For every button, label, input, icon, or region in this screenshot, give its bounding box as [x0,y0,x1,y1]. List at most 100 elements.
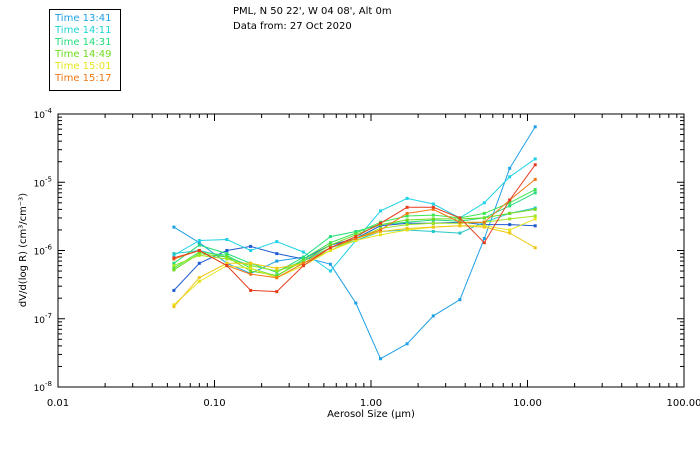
data-point [172,261,176,265]
data-point [354,230,358,233]
data-point [482,237,486,240]
data-point [197,241,201,245]
data-point [533,246,537,250]
data-point [379,233,382,237]
data-point [172,253,176,257]
data-point [249,261,253,265]
data-point [431,221,435,225]
data-point [225,252,229,256]
data-point [301,255,305,259]
series-line [173,164,536,293]
x-tick-label: 0.10 [203,398,225,409]
data-point [197,280,201,284]
data-point [533,217,537,221]
data-point [301,259,305,263]
data-point [482,225,486,229]
legend: Time 13:41 Time 14:11 Time 14:31 Time 14… [49,9,121,91]
data-point [379,357,382,361]
data-point [275,252,279,256]
data-point [354,235,358,239]
data-point [172,305,176,309]
series [172,163,537,294]
data-point [405,211,409,215]
data-point [379,228,382,232]
data-point [533,214,537,218]
data-point [301,261,305,265]
data-point [508,211,512,215]
data-point [508,166,512,170]
data-point [405,223,409,227]
data-point [328,262,332,266]
data-point [328,249,332,252]
station-title: PML, N 50 22', W 04 08', Alt 0m [233,6,392,17]
data-point [431,217,435,221]
data-point [225,261,229,265]
x-tick-label: 10.00 [513,398,542,409]
data-point [405,196,409,200]
data-point [172,266,176,270]
data-point [508,228,512,232]
series-layer [172,125,537,361]
data-point [379,221,382,225]
data-point [533,163,537,167]
data-point [328,269,332,273]
data-point [172,303,176,307]
data-point [172,268,176,272]
data-point [405,205,409,209]
data-point [197,252,201,256]
x-axis: 0.01 0.10 1.00 10.00 100.00 [47,114,700,409]
data-point [431,225,435,229]
data-point [172,288,176,292]
data-point [405,218,409,222]
data-point [482,211,486,215]
data-point [354,233,358,237]
data-point [197,249,201,252]
data-point [508,204,512,208]
data-point [301,250,305,254]
data-point [225,264,229,268]
data-point [508,217,512,221]
data-point [431,314,435,318]
data-point [197,243,201,247]
data-point [405,220,409,224]
data-point [458,298,462,302]
data-point [482,216,486,220]
data-point [458,231,462,235]
data-point [197,253,201,257]
data-point [172,225,176,229]
data-point [508,223,512,227]
data-point [405,342,409,346]
y-axis-label: dV/d(log R) (cm³/cm⁻³) [18,193,29,307]
data-point [275,240,279,244]
y-tick-label: 10-6 [34,244,53,258]
data-point [431,213,435,217]
data-point [533,157,537,161]
data-point [301,264,305,268]
data-point [354,231,358,235]
data-point [405,227,409,230]
legend-entry-1431: Time 14:31 [55,37,112,48]
y-tick-label: 10-7 [34,312,52,326]
date-line: Data from: 27 Oct 2020 [233,21,352,32]
data-point [172,256,176,260]
data-point [249,244,253,248]
data-point [458,224,462,228]
data-point [533,207,537,211]
data-point [354,237,358,240]
x-axis-label: Aerosol Size (µm) [327,409,415,420]
x-tick-label: 1.00 [360,398,382,409]
data-point [431,230,435,233]
legend-entry-1501: Time 15:01 [55,61,112,72]
legend-entry-1411: Time 14:11 [55,25,112,36]
data-point [533,177,537,181]
data-point [275,266,279,270]
data-point [249,269,253,273]
data-point [508,175,512,179]
data-point [275,259,279,263]
data-point [533,191,537,195]
data-point [328,241,332,245]
data-point [533,125,537,129]
data-point [533,224,537,228]
data-point [354,301,358,305]
